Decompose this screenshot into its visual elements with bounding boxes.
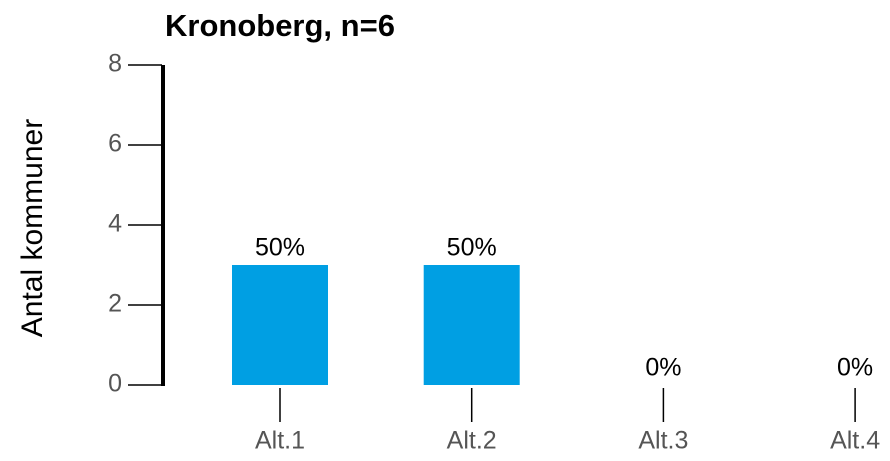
bar (232, 265, 328, 385)
value-label: 50% (255, 234, 305, 262)
x-tick-label: Alt.3 (638, 427, 688, 455)
x-tick-label: Alt.4 (830, 427, 880, 455)
y-tick-label: 0 (108, 370, 122, 398)
y-tick-label: 4 (108, 210, 122, 238)
y-tick-label: 8 (108, 50, 122, 78)
value-label: 50% (447, 234, 497, 262)
value-label: 0% (837, 354, 873, 382)
y-axis-label: Antal kommuner (16, 119, 49, 337)
bar (423, 265, 520, 385)
x-tick-label: Alt.1 (255, 427, 305, 455)
y-tick-label: 2 (108, 290, 122, 318)
value-label: 0% (645, 354, 681, 382)
x-tick-label: Alt.2 (447, 427, 497, 455)
y-tick-label: 6 (108, 130, 122, 158)
chart-title: Kronoberg, n=6 (165, 8, 395, 43)
